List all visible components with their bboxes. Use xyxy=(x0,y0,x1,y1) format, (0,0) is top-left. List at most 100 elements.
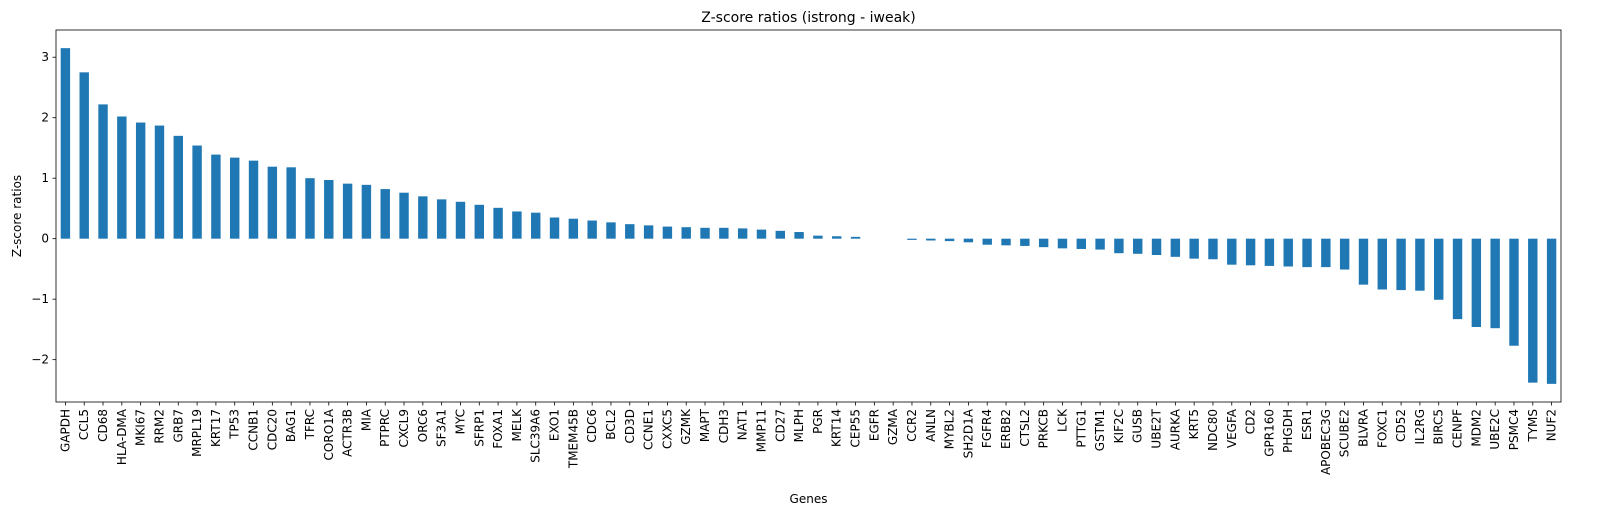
bar-exo1 xyxy=(549,217,560,239)
bar-il2rg xyxy=(1415,238,1425,291)
x-tick-label: PTTG1 xyxy=(1074,409,1088,448)
bar-vegfa xyxy=(1227,238,1237,265)
bar-gusb xyxy=(1133,238,1143,254)
x-tick-label: CCR2 xyxy=(905,409,919,442)
bar-mmp11 xyxy=(756,229,767,239)
bar-gapdh xyxy=(60,48,71,239)
bar-phgdh xyxy=(1283,238,1293,267)
x-tick-label: SLC39A6 xyxy=(529,409,543,463)
bar-cd2 xyxy=(1245,238,1256,266)
bar-myc xyxy=(455,201,466,239)
bar-scube2 xyxy=(1339,238,1350,270)
bar-coro1a xyxy=(324,180,334,239)
x-axis: GAPDH CCL5 CD68 HLA-DMA MKI67 RRM2 GRB7 MRPL19 K… xyxy=(58,402,1559,475)
x-tick-label: SFRP1 xyxy=(472,409,486,447)
bar-cxcl9 xyxy=(399,192,409,239)
x-axis-title: Genes xyxy=(790,492,828,506)
bar-erbb2 xyxy=(1001,238,1011,246)
x-tick-label: MYC xyxy=(453,409,467,434)
x-tick-label: GZMK xyxy=(679,408,693,445)
bar-esr1 xyxy=(1302,238,1312,268)
x-tick-label: EGFR xyxy=(867,409,881,441)
bar-cd3d xyxy=(625,224,635,239)
bar-nuf2 xyxy=(1546,238,1557,384)
y-tick-label: −2 xyxy=(31,353,49,367)
x-tick-label: CD68 xyxy=(96,409,110,442)
x-tick-label: CCL5 xyxy=(77,409,91,440)
x-tick-label: GZMA xyxy=(886,408,900,445)
bar-tp53 xyxy=(230,157,240,239)
x-tick-label: ERBB2 xyxy=(999,409,1013,449)
bar-krt17 xyxy=(211,154,221,239)
x-tick-label: CTSL2 xyxy=(1018,409,1032,447)
bar-prkcb xyxy=(1038,238,1049,248)
bar-melk xyxy=(512,211,522,239)
x-tick-label: CORO1A xyxy=(322,408,336,460)
bar-tfrc xyxy=(305,178,315,239)
bar-sf3a1 xyxy=(436,199,447,239)
bar-ube2t xyxy=(1151,238,1162,256)
bar-mybl2 xyxy=(944,238,955,242)
bar-apobec3g xyxy=(1321,238,1331,268)
x-tick-label: NUF2 xyxy=(1545,409,1559,441)
bar-fgfr4 xyxy=(982,238,992,245)
x-tick-label: HLA-DMA xyxy=(115,408,129,465)
x-tick-label: AURKA xyxy=(1168,408,1182,450)
bar-mapt xyxy=(700,227,710,239)
x-tick-label: NAT1 xyxy=(736,409,750,440)
bar-ccr2 xyxy=(907,238,917,240)
bar-tyms xyxy=(1528,238,1538,383)
bar-ccne1 xyxy=(643,225,654,239)
bar-psmc4 xyxy=(1509,238,1519,346)
x-tick-label: CD27 xyxy=(773,409,787,442)
x-tick-label: FOXA1 xyxy=(491,409,505,449)
chart-title: Z-score ratios (istrong - iweak) xyxy=(701,10,915,26)
bar-tmem45b xyxy=(568,218,579,239)
bar-slc39a6 xyxy=(531,212,541,239)
x-tick-label: NDC80 xyxy=(1206,409,1220,451)
x-tick-label: GAPDH xyxy=(58,409,72,452)
bar-bag1 xyxy=(286,167,296,239)
bar-cenpf xyxy=(1452,238,1463,320)
bar-kif2c xyxy=(1114,238,1124,254)
x-tick-label: BLVRA xyxy=(1356,408,1370,447)
x-tick-label: CCNB1 xyxy=(247,409,261,451)
x-tick-label: CENPF xyxy=(1451,409,1465,448)
x-tick-label: TP53 xyxy=(228,409,242,440)
bar-blvra xyxy=(1358,238,1369,285)
x-tick-label: MIA xyxy=(359,408,373,431)
x-tick-label: PTPRC xyxy=(378,409,392,447)
y-tick-label: −1 xyxy=(31,292,49,306)
bar-sfrp1 xyxy=(474,204,484,239)
bar-ube2c xyxy=(1490,238,1500,329)
bar-nat1 xyxy=(737,228,748,239)
plot-frame xyxy=(55,29,1562,403)
x-tick-label: IL2RG xyxy=(1413,409,1427,445)
x-tick-label: RRM2 xyxy=(152,409,166,444)
x-tick-label: ESR1 xyxy=(1300,409,1314,440)
bar-birc5 xyxy=(1434,238,1444,300)
x-tick-label: KRT14 xyxy=(830,409,844,447)
bar-hla-dma xyxy=(117,116,127,239)
bar-actr3b xyxy=(342,183,353,239)
bar-pgr xyxy=(813,235,823,239)
x-tick-label: CD52 xyxy=(1394,409,1408,442)
bar-krt5 xyxy=(1189,238,1199,259)
bar-cd68 xyxy=(98,104,108,239)
x-tick-label: MLPH xyxy=(792,409,806,442)
x-tick-label: CDC20 xyxy=(265,409,279,450)
bar-pttg1 xyxy=(1076,238,1086,249)
x-tick-label: SF3A1 xyxy=(435,409,449,447)
bar-aurka xyxy=(1170,238,1181,257)
bar-foxc1 xyxy=(1377,238,1387,290)
bar-mki67 xyxy=(135,122,146,239)
x-tick-label: PHGDH xyxy=(1281,409,1295,453)
bar-ccl5 xyxy=(79,72,89,239)
x-tick-label: FGFR4 xyxy=(980,409,994,448)
x-tick-label: MELK xyxy=(510,408,524,442)
x-tick-label: GPR160 xyxy=(1262,409,1276,457)
bar-orc6 xyxy=(418,196,428,239)
x-tick-label: UBE2T xyxy=(1150,408,1164,448)
y-axis: −2 −1 0 1 2 3 xyxy=(31,50,56,367)
